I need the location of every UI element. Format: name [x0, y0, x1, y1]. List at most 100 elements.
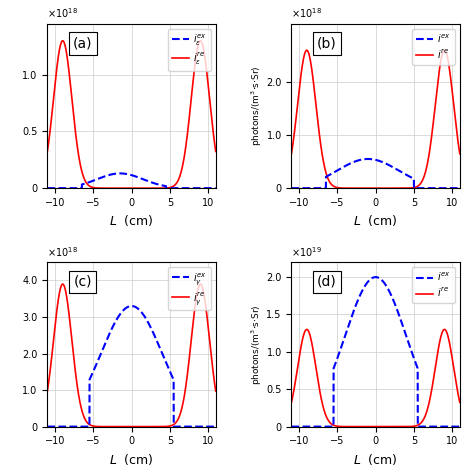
$i^{ex}$	[436, 185, 441, 191]
X-axis label: $L$  (cm): $L$ (cm)	[109, 213, 154, 228]
$i_{\epsilon}^{ex}$	[109, 172, 115, 177]
$i_{\gamma}^{re}$	[60, 281, 65, 287]
Y-axis label: photons/(m$^3$$\cdot$s$\cdot$Sr): photons/(m$^3$$\cdot$s$\cdot$Sr)	[249, 65, 264, 146]
$i^{re}$	[457, 151, 463, 156]
Line: $i^{re}$: $i^{re}$	[292, 50, 460, 188]
Text: $\times10^{19}$: $\times10^{19}$	[292, 245, 322, 259]
$i^{re}$	[308, 60, 314, 65]
$i_{\gamma}^{re}$	[109, 424, 115, 429]
$i_{\gamma}^{ex}$	[128, 303, 134, 309]
$i_{\epsilon}^{ex}$	[213, 185, 219, 191]
$i_{\epsilon}^{ex}$	[74, 185, 80, 191]
$i^{ex}$	[454, 185, 459, 191]
$i^{ex}$	[289, 185, 294, 191]
$i_{\gamma}^{ex}$	[45, 424, 50, 429]
$i_{\epsilon}^{re}$	[210, 123, 215, 129]
$i_{\gamma}^{ex}$	[191, 424, 197, 429]
Text: (b): (b)	[317, 36, 337, 50]
X-axis label: $L$  (cm): $L$ (cm)	[353, 452, 398, 467]
$i^{re}$	[361, 424, 366, 429]
$i_{\epsilon}^{ex}$	[45, 185, 50, 191]
$i^{re}$	[318, 393, 324, 399]
$i^{re}$	[353, 185, 359, 191]
Line: $i_{\epsilon}^{re}$: $i_{\epsilon}^{re}$	[47, 41, 216, 188]
Line: $i_{\epsilon}^{ex}$: $i_{\epsilon}^{ex}$	[47, 173, 216, 188]
$i_{\gamma}^{re}$	[213, 388, 219, 394]
Text: $\times10^{18}$: $\times10^{18}$	[47, 7, 78, 20]
$i^{re}$	[454, 383, 459, 389]
$i_{\gamma}^{re}$	[128, 424, 134, 429]
X-axis label: $L$  (cm): $L$ (cm)	[353, 213, 398, 228]
$i^{ex}$	[318, 424, 323, 429]
$i^{re}$	[361, 185, 366, 191]
$i_{\gamma}^{re}$	[64, 294, 70, 300]
$i^{ex}$	[454, 424, 459, 429]
$i_{\epsilon}^{re}$	[45, 148, 50, 154]
Y-axis label: photons/(m$^3$$\cdot$s$\cdot$Sr): photons/(m$^3$$\cdot$s$\cdot$Sr)	[249, 304, 264, 385]
$i^{re}$	[373, 424, 378, 429]
Line: $i^{re}$: $i^{re}$	[292, 329, 460, 427]
$i^{ex}$	[353, 302, 359, 308]
$i_{\gamma}^{ex}$	[210, 424, 215, 429]
X-axis label: $L$  (cm): $L$ (cm)	[109, 452, 154, 467]
$i^{ex}$	[373, 274, 378, 280]
Line: $i_{\gamma}^{ex}$: $i_{\gamma}^{ex}$	[47, 306, 216, 427]
$i^{ex}$	[308, 424, 313, 429]
$i_{\gamma}^{ex}$	[117, 312, 122, 318]
$i^{ex}$	[365, 156, 371, 162]
$i^{re}$	[353, 424, 359, 429]
Legend: $i_{\epsilon}^{ex}$, $i_{\epsilon}^{re}$: $i_{\epsilon}^{ex}$, $i_{\epsilon}^{re}$	[168, 28, 211, 71]
$i^{re}$	[289, 151, 294, 156]
Text: (c): (c)	[73, 275, 92, 289]
$i_{\epsilon}^{re}$	[213, 148, 219, 154]
$i^{re}$	[436, 346, 441, 351]
Legend: $i^{ex}$, $i^{re}$: $i^{ex}$, $i^{re}$	[412, 28, 455, 65]
$i^{re}$	[436, 74, 441, 80]
$i_{\gamma}^{ex}$	[109, 326, 115, 331]
$i^{ex}$	[289, 424, 294, 429]
$i^{ex}$	[308, 185, 313, 191]
$i^{ex}$	[318, 185, 323, 191]
Line: $i^{ex}$: $i^{ex}$	[292, 277, 460, 427]
$i_{\epsilon}^{re}$	[128, 185, 134, 191]
Legend: $i_{\gamma}^{ex}$, $i_{\gamma}^{re}$: $i_{\gamma}^{ex}$, $i_{\gamma}^{re}$	[168, 267, 211, 310]
Text: $\times10^{18}$: $\times10^{18}$	[292, 7, 322, 20]
Line: $i_{\gamma}^{re}$: $i_{\gamma}^{re}$	[47, 284, 216, 427]
$i_{\epsilon}^{re}$	[64, 51, 70, 56]
$i^{re}$	[373, 185, 378, 191]
$i_{\epsilon}^{re}$	[109, 185, 115, 191]
$i_{\gamma}^{ex}$	[213, 424, 219, 429]
Text: (d): (d)	[317, 275, 337, 289]
$i_{\epsilon}^{re}$	[74, 139, 80, 145]
$i^{ex}$	[436, 424, 441, 429]
$i^{ex}$	[360, 156, 366, 162]
$i^{ex}$	[457, 185, 463, 191]
$i_{\gamma}^{re}$	[191, 309, 197, 315]
$i_{\epsilon}^{ex}$	[210, 185, 215, 191]
Text: $\times10^{18}$: $\times10^{18}$	[47, 245, 78, 259]
$i^{re}$	[304, 47, 310, 53]
$i^{ex}$	[457, 424, 463, 429]
$i_{\epsilon}^{ex}$	[191, 185, 197, 191]
$i_{\gamma}^{ex}$	[64, 424, 69, 429]
$i^{ex}$	[360, 286, 366, 292]
$i^{re}$	[318, 142, 324, 147]
$i^{re}$	[304, 327, 310, 332]
$i^{re}$	[308, 335, 314, 341]
$i^{ex}$	[353, 158, 359, 164]
$i_{\gamma}^{ex}$	[74, 424, 80, 429]
$i^{re}$	[457, 400, 463, 405]
$i_{\gamma}^{re}$	[74, 379, 80, 384]
Text: (a): (a)	[73, 36, 92, 50]
$i^{re}$	[454, 128, 459, 133]
$i_{\epsilon}^{re}$	[191, 66, 197, 72]
$i_{\epsilon}^{re}$	[60, 38, 65, 44]
$i_{\gamma}^{re}$	[45, 388, 50, 394]
$i_{\epsilon}^{ex}$	[64, 185, 69, 191]
$i^{re}$	[289, 400, 294, 405]
$i_{\epsilon}^{ex}$	[117, 171, 123, 176]
$i_{\epsilon}^{re}$	[117, 185, 122, 191]
$i_{\gamma}^{re}$	[117, 424, 122, 429]
$i_{\gamma}^{re}$	[210, 364, 215, 370]
Legend: $i^{ex}$, $i^{re}$: $i^{ex}$, $i^{re}$	[412, 267, 455, 303]
